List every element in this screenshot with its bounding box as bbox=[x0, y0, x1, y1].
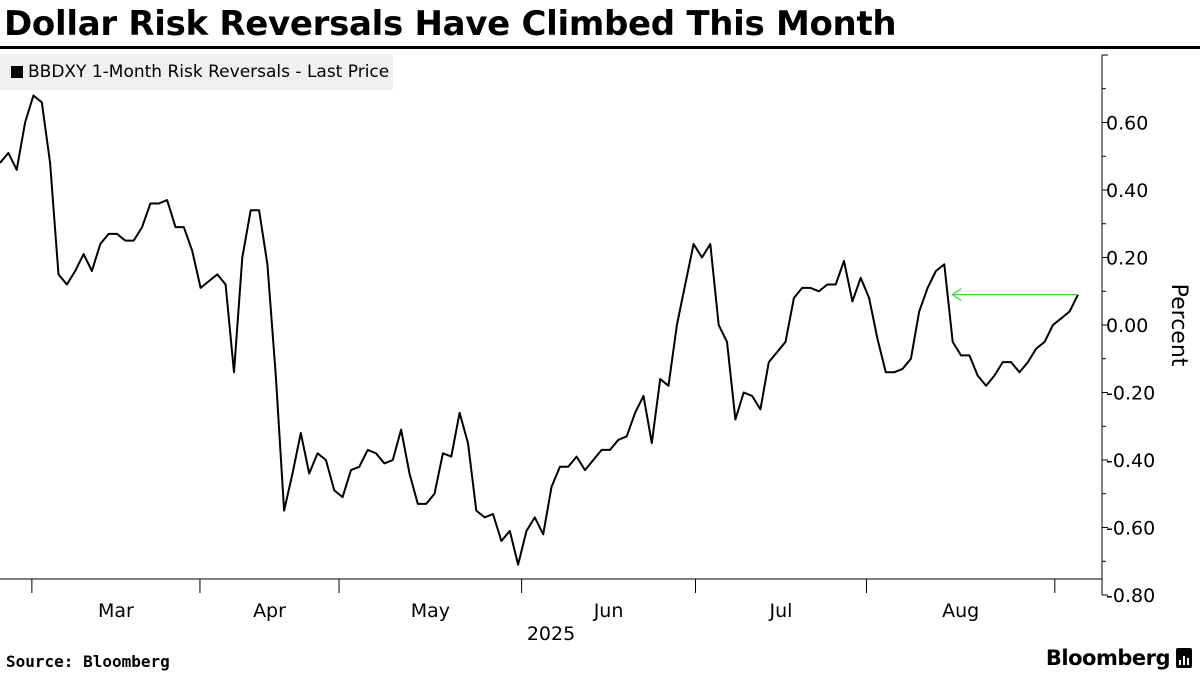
legend: BBDXY 1-Month Risk Reversals - Last Pric… bbox=[0, 54, 393, 90]
bar-chart-icon bbox=[1176, 648, 1192, 668]
x-month-label: May bbox=[411, 600, 450, 622]
x-month-label: Apr bbox=[253, 600, 286, 622]
y-tick-label: 0.00 bbox=[1106, 315, 1148, 337]
title-rule bbox=[0, 46, 1200, 49]
y-tick-label: -0.20 bbox=[1106, 383, 1155, 405]
legend-swatch bbox=[11, 66, 23, 78]
y-tick-label: 0.20 bbox=[1106, 248, 1148, 270]
y-tick-label: -0.60 bbox=[1106, 518, 1155, 540]
axes-layer: 0.60 0.40 0.20 0.00 -0.20 -0.40 -0.60 -0.80 Perc… bbox=[0, 54, 1191, 645]
arrow-head bbox=[951, 288, 962, 302]
x-month-label: Jun bbox=[593, 600, 624, 622]
series-layer bbox=[0, 94, 1079, 566]
brand-name: Bloomberg bbox=[1045, 646, 1171, 670]
source-note: Source: Bloomberg bbox=[6, 652, 170, 671]
y-tick-label: -0.80 bbox=[1106, 585, 1155, 607]
annotation-layer bbox=[951, 288, 1078, 302]
x-year-label: 2025 bbox=[527, 623, 575, 645]
x-month-label: Jul bbox=[769, 600, 793, 622]
legend-label: BBDXY 1-Month Risk Reversals - Last Pric… bbox=[28, 62, 390, 82]
y-tick-label: -0.40 bbox=[1106, 450, 1155, 472]
y-axis-title: Percent bbox=[1166, 284, 1191, 367]
chart-title: Dollar Risk Reversals Have Climbed This … bbox=[4, 4, 897, 44]
series-line bbox=[0, 94, 1079, 566]
x-month-label: Mar bbox=[98, 600, 134, 622]
brand-logo: Bloomberg bbox=[1046, 646, 1192, 670]
y-tick-label: 0.40 bbox=[1106, 180, 1148, 202]
y-tick-label: 0.60 bbox=[1106, 113, 1148, 135]
x-month-label: Aug bbox=[942, 600, 979, 622]
